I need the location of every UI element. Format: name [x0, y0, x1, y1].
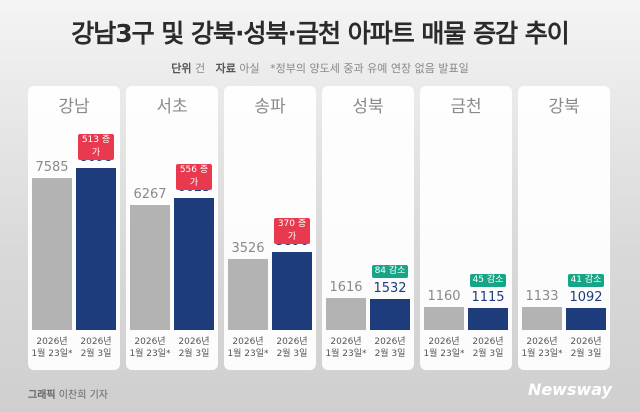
value-label: 1092 [569, 290, 603, 306]
unit-label: 단위 [171, 62, 192, 75]
date-label: 2026년 1월 23일* [325, 337, 367, 359]
category-label: 강북 [548, 97, 580, 117]
value-label: 6267 [133, 186, 167, 202]
category-label: 송파 [254, 97, 286, 117]
date-label: 2026년 2월 3일 [374, 337, 406, 359]
bar [326, 297, 366, 330]
bar [272, 252, 312, 330]
value-label: 7585 [35, 160, 69, 176]
value-label: 1115 [471, 289, 505, 305]
bar [76, 168, 116, 330]
change-badge: 513 증가 [78, 134, 114, 161]
bar [32, 178, 72, 330]
bar [424, 306, 464, 330]
change-badge: 556 증가 [176, 163, 212, 190]
value-label: 1616 [329, 279, 363, 295]
bar [468, 307, 508, 330]
change-badge: 45 감소 [470, 273, 506, 287]
date-label: 2026년 2월 3일 [276, 337, 308, 359]
credit-label: 그래픽 [28, 390, 56, 401]
date-label: 2026년 1월 23일* [129, 337, 171, 359]
change-badge: 41 감소 [568, 274, 604, 288]
category-label: 강남 [58, 97, 90, 117]
chart-title: 강남3구 및 강북·성북·금천 아파트 매물 증감 추이 [71, 19, 570, 48]
date-label: 2026년 1월 23일* [31, 337, 73, 359]
unit: 건 [195, 62, 206, 75]
date-label: 2026년 1월 23일* [521, 337, 563, 359]
date-label: 2026년 2월 3일 [570, 337, 602, 359]
bar [566, 308, 606, 330]
source-label: 자료 [215, 62, 236, 75]
date-label: 2026년 1월 23일* [227, 337, 269, 359]
bar [522, 307, 562, 330]
date-label: 2026년 2월 3일 [472, 337, 504, 359]
change-badge: 84 감소 [372, 265, 408, 279]
date-label: 2026년 1월 23일* [423, 337, 465, 359]
date-label: 2026년 2월 3일 [80, 337, 112, 359]
value-label: 1532 [373, 281, 407, 297]
value-label: 1133 [525, 289, 559, 305]
source: 아실 [239, 62, 260, 75]
category-label: 서초 [156, 97, 188, 117]
category-label: 금천 [450, 97, 482, 117]
value-label: 3526 [231, 241, 265, 257]
bar [174, 197, 214, 330]
change-badge: 370 증가 [274, 218, 310, 245]
category-label: 성북 [352, 97, 384, 117]
credit: 그래픽 이찬희 기자 [28, 386, 108, 401]
value-label: 1160 [427, 288, 461, 304]
date-label: 2026년 2월 3일 [178, 337, 210, 359]
brand: Newsway [527, 380, 612, 399]
subtitle: 단위 건 자료 아실 *정부의 양도세 중과 유예 연장 없음 발표일 [0, 60, 640, 76]
note: *정부의 양도세 중과 유예 연장 없음 발표일 [270, 62, 469, 75]
bar [228, 259, 268, 330]
credit-name: 이찬희 기자 [58, 390, 108, 401]
bar [130, 204, 170, 330]
bar [370, 299, 410, 330]
